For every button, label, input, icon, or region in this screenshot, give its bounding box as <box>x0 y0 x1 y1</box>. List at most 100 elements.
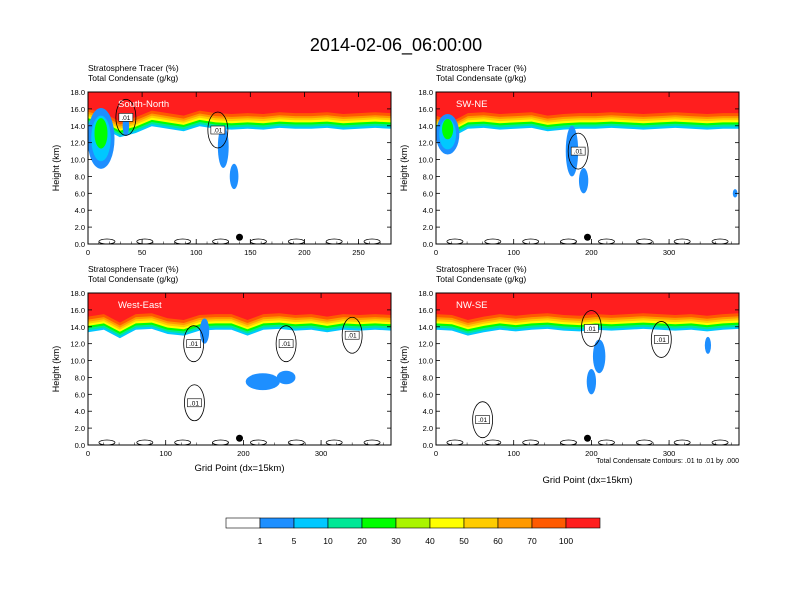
y-tick-label: 8.0 <box>423 172 433 181</box>
y-tick-label: 18.0 <box>70 88 85 97</box>
plot-frame <box>87 292 392 446</box>
contour-label: .01 <box>213 128 222 135</box>
x-tick-label: 250 <box>352 248 365 257</box>
tracer-field <box>88 92 391 190</box>
colorbar-label: 5 <box>292 536 297 546</box>
contour-footnote: Total Condensate Contours: .01 to .01 by… <box>596 458 739 465</box>
condensate-contour <box>650 321 672 358</box>
tracer-blob <box>276 370 296 385</box>
y-tick-label: 8.0 <box>423 373 433 382</box>
plot-frame <box>435 292 740 446</box>
y-tick-label: 18.0 <box>70 289 85 298</box>
colorbar-swatch <box>463 517 499 529</box>
y-tick-label: 6.0 <box>423 189 433 198</box>
x-tick-label: 100 <box>159 449 172 458</box>
x-tick-label: 200 <box>585 248 598 257</box>
location-marker <box>236 434 243 442</box>
y-tick-label: 0.0 <box>75 240 85 249</box>
colorbar-swatch <box>225 517 261 529</box>
y-tick-label: 4.0 <box>75 206 85 215</box>
colorbar-swatch <box>361 517 397 529</box>
contour-label: .01 <box>574 149 583 156</box>
y-tick-label: 18.0 <box>418 88 433 97</box>
y-tick-label: 16.0 <box>70 306 85 315</box>
colorbar-swatch <box>327 517 363 529</box>
y-tick-label: 0.0 <box>423 441 433 450</box>
y-axis-label: Height (km) <box>399 346 409 393</box>
contour-field-label: Total Condensate (g/kg) <box>436 73 526 83</box>
y-tick-label: 16.0 <box>70 105 85 114</box>
x-tick-label: 100 <box>507 248 520 257</box>
x-tick-label: 300 <box>315 449 328 458</box>
colorbar-label: 10 <box>323 536 333 546</box>
y-tick-label: 0.0 <box>423 240 433 249</box>
condensate-contour <box>580 310 602 347</box>
x-tick-label: 50 <box>138 248 146 257</box>
panel-label: West-East <box>118 300 162 311</box>
condensate-contour <box>341 316 363 354</box>
y-tick-label: 16.0 <box>418 105 433 114</box>
contour-label-box <box>186 339 201 348</box>
colorbar-label: 30 <box>391 536 401 546</box>
y-tick-label: 0.0 <box>75 441 85 450</box>
y-tick-label: 14.0 <box>418 323 433 332</box>
colorbar-label: 1 <box>258 536 263 546</box>
x-tick-label: 200 <box>585 449 598 458</box>
field-label: Stratosphere Tracer (%) <box>88 264 179 274</box>
location-marker <box>584 233 591 241</box>
colorbar-label: 40 <box>425 536 435 546</box>
contour-label-box <box>570 146 586 156</box>
y-axis-label: Height (km) <box>51 145 61 192</box>
tracer-band <box>88 92 391 122</box>
tracer-band <box>88 293 391 323</box>
colorbar-swatch <box>497 517 533 529</box>
colorbar-swatch <box>259 517 295 529</box>
tracer-blob <box>199 318 210 344</box>
panel-nw-se: .01 .01 .01 0.0 2.0 4.0 6.0 8.0 10.0 12.0 14.0 16.0… <box>399 264 740 486</box>
x-tick-label: 100 <box>507 449 520 458</box>
y-tick-label: 6.0 <box>423 390 433 399</box>
panel-south-north: .01 .01 0.0 2.0 4.0 6.0 8.0 10.0 12.0 14.0 16.0 18.… <box>51 63 392 257</box>
y-tick-label: 8.0 <box>75 172 85 181</box>
panel-label: SW-NE <box>456 99 488 110</box>
tracer-blob <box>245 373 280 391</box>
x-tick-label: 0 <box>86 449 90 458</box>
y-tick-label: 10.0 <box>70 156 85 165</box>
panel-label: NW-SE <box>456 300 488 311</box>
contour-label-box <box>654 335 669 344</box>
condensate-contour <box>184 384 205 422</box>
x-tick-label: 100 <box>190 248 203 257</box>
x-tick-label: 150 <box>244 248 257 257</box>
contour-field-label: Total Condensate (g/kg) <box>88 274 178 284</box>
tracer-blob <box>704 336 712 354</box>
contour-field-label: Total Condensate (g/kg) <box>436 274 526 284</box>
condensate-contour <box>275 325 297 363</box>
contour-label-box <box>210 125 226 135</box>
y-axis-label: Height (km) <box>399 145 409 192</box>
y-tick-label: 10.0 <box>418 156 433 165</box>
tracer-blob <box>442 119 454 140</box>
colorbar-swatch <box>531 517 567 529</box>
plot-frame <box>435 91 740 245</box>
y-tick-label: 10.0 <box>70 357 85 366</box>
y-tick-label: 2.0 <box>423 424 433 433</box>
colorbar-label: 20 <box>357 536 367 546</box>
y-tick-label: 18.0 <box>418 289 433 298</box>
location-marker <box>584 434 591 442</box>
x-tick-label: 200 <box>298 248 311 257</box>
y-tick-label: 14.0 <box>418 122 433 131</box>
contour-label-box <box>118 113 134 122</box>
x-tick-label: 0 <box>434 449 438 458</box>
colorbar-label: 50 <box>459 536 469 546</box>
y-tick-label: 2.0 <box>75 223 85 232</box>
y-tick-label: 8.0 <box>75 373 85 382</box>
colorbar-swatch <box>429 517 465 529</box>
contour-label-box <box>187 398 202 408</box>
contour-label: .01 <box>478 417 487 424</box>
colorbar-label: 70 <box>527 536 537 546</box>
colorbar: 1 5 10 20 30 40 50 60 70 100 <box>225 517 601 546</box>
figure-title: 2014-02-06_06:00:00 <box>310 35 482 56</box>
contour-label: .01 <box>190 400 199 407</box>
tracer-band <box>436 92 739 122</box>
tracer-blob <box>217 125 229 168</box>
